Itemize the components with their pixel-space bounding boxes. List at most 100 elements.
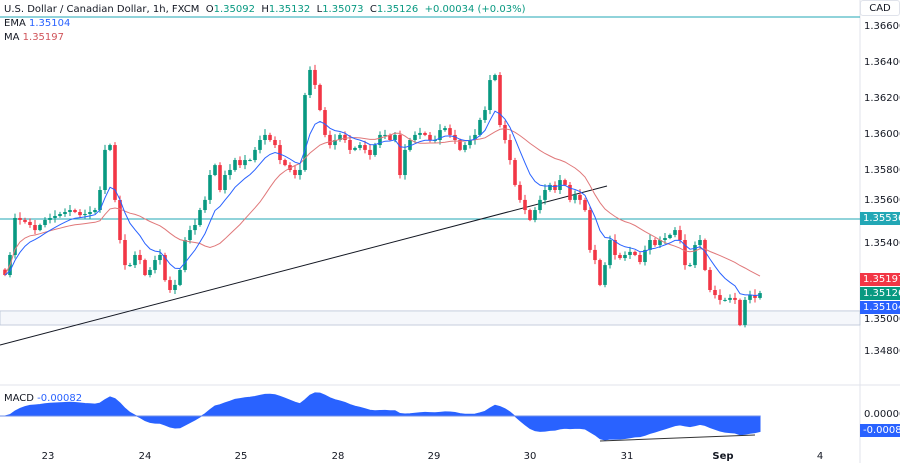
ema-line (4, 110, 761, 297)
candle-body (273, 139, 277, 146)
candle-body (738, 299, 742, 326)
candle-body (233, 160, 237, 170)
candle-body (678, 230, 682, 240)
candle-body (93, 210, 97, 213)
candle-body (668, 234, 672, 239)
candle-body (723, 299, 727, 301)
candle-body (48, 217, 52, 220)
candle-body (418, 132, 422, 135)
candle-body (478, 119, 482, 135)
candle-body (388, 134, 392, 140)
candle-body (263, 134, 267, 140)
levels (0, 16, 861, 346)
candle-body (553, 184, 557, 190)
open-value: 1.35092 (213, 4, 255, 15)
macd-divergence-line (599, 434, 756, 442)
candle-body (348, 139, 352, 150)
time-tick: 23 (41, 451, 55, 462)
support-zone (0, 310, 861, 326)
ma-line (4, 128, 761, 277)
candle-body (643, 249, 647, 263)
candle-body (168, 280, 172, 290)
candle-body (548, 184, 552, 190)
candle-body (88, 212, 92, 215)
candle-body (748, 295, 752, 300)
candle-body (223, 175, 227, 190)
time-tick: 25 (234, 451, 248, 462)
time-tick: 4 (816, 451, 824, 462)
candle-body (108, 145, 112, 150)
candle-body (333, 139, 337, 146)
ema-price-badge: 1.35104 (860, 301, 900, 314)
candle-body (58, 214, 62, 216)
candle-body (753, 295, 757, 298)
candle-body (603, 265, 607, 285)
time-tick: 28 (331, 451, 345, 462)
candle-body (193, 225, 197, 231)
time-tick: Sep (712, 451, 734, 462)
candle-body (138, 254, 142, 261)
candle-body (63, 212, 67, 215)
candle-body (253, 149, 257, 161)
candle-body (98, 189, 102, 211)
candle-body (708, 269, 712, 290)
candle-body (258, 139, 262, 150)
candle-body (408, 139, 412, 150)
candle-body (383, 134, 387, 136)
price-tick: 1.35400 (864, 238, 900, 249)
candle-body (623, 254, 627, 259)
candles (3, 64, 762, 328)
candle-body (638, 254, 642, 263)
ma-price-badge: 1.35197 (860, 273, 900, 286)
candle-body (533, 210, 537, 220)
candle-body (208, 175, 212, 200)
candle-body (218, 165, 222, 190)
candle-body (583, 199, 587, 211)
candle-body (338, 134, 342, 140)
time-tick: 31 (620, 451, 634, 462)
candle-body (498, 75, 502, 126)
candle-body (343, 134, 347, 140)
candle-body (298, 169, 302, 176)
price-tick: 1.36600 (864, 21, 900, 32)
candle-body (368, 149, 372, 155)
candle-body (183, 239, 187, 270)
candle-body (143, 260, 147, 276)
candle-body (448, 128, 452, 135)
candle-body (513, 160, 517, 185)
candle-body (703, 239, 707, 270)
candle-body (488, 80, 492, 111)
candle-body (363, 145, 367, 150)
candle-body (78, 212, 82, 216)
candle-body (133, 254, 137, 266)
candle-body (283, 160, 287, 166)
price-tick: 1.35600 (864, 195, 900, 206)
macd-tick: 0.00000 (864, 409, 900, 420)
candle-body (483, 110, 487, 120)
candle-body (528, 210, 532, 220)
candle-body (648, 239, 652, 250)
candle-body (468, 139, 472, 146)
candle-body (593, 249, 597, 261)
candle-body (653, 239, 657, 246)
macd-legend[interactable]: MACD -0.00082 (4, 393, 83, 404)
candle-body (743, 299, 747, 326)
candle-body (198, 210, 202, 226)
price-tick: 1.36400 (864, 57, 900, 68)
candle-body (293, 169, 297, 176)
ma-legend[interactable]: MA 1.35197 (4, 32, 65, 43)
candle-body (538, 199, 542, 211)
trendline (0, 185, 608, 346)
candle-body (73, 210, 77, 213)
time-tick: 24 (138, 451, 152, 462)
candle-body (313, 69, 317, 85)
ema-legend[interactable]: EMA 1.35104 (4, 18, 71, 29)
candle-body (403, 149, 407, 176)
candle-body (588, 210, 592, 250)
ema-value: 1.35104 (28, 18, 71, 29)
currency-button[interactable]: CAD (860, 0, 900, 16)
candle-body (543, 189, 547, 200)
candle-body (43, 219, 47, 226)
candle-body (633, 251, 637, 255)
